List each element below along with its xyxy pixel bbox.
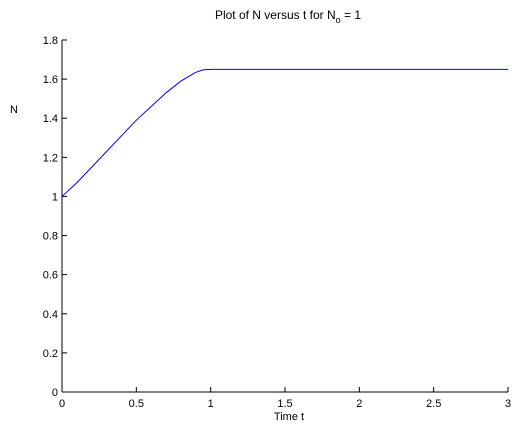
y-tick-label: 0.4 (43, 309, 58, 321)
chart-title-suffix: = 1 (341, 8, 362, 22)
y-tick-label: 0.2 (43, 348, 58, 360)
y-tick-label: 1.2 (43, 152, 58, 164)
x-tick-label: 0.5 (129, 398, 144, 410)
y-axis-label: N (10, 104, 18, 116)
y-tick-label: 1.8 (43, 35, 58, 47)
chart-title-subscript: o (336, 15, 341, 25)
x-tick-label: 1.5 (277, 398, 292, 410)
y-tick-label: 1 (52, 191, 58, 203)
x-tick-label: 1 (208, 398, 214, 410)
y-tick-label: 1.4 (43, 113, 58, 125)
series-line (61, 68, 508, 197)
x-tick-label: 2.5 (426, 398, 441, 410)
y-tick-label: 0.8 (43, 231, 58, 243)
y-tick-label: 0 (52, 387, 58, 399)
x-tick-label: 3 (505, 398, 511, 410)
x-tick-label: 2 (356, 398, 362, 410)
y-tick-label: 1.6 (43, 74, 58, 86)
chart-title-prefix: Plot of N versus t for N (215, 8, 336, 22)
plot-area: 0 0.5 1 1.5 2 2.5 3 0 0.2 0.4 0.6 0.8 1 1.2 1.4 1.6 1.8 P… (10, 8, 511, 423)
y-tick-label: 0.6 (43, 270, 58, 282)
x-tick-label: 0 (59, 398, 65, 410)
x-axis-label: Time t (274, 411, 304, 423)
chart-title: Plot of N versus t for No = 1 (215, 8, 361, 25)
